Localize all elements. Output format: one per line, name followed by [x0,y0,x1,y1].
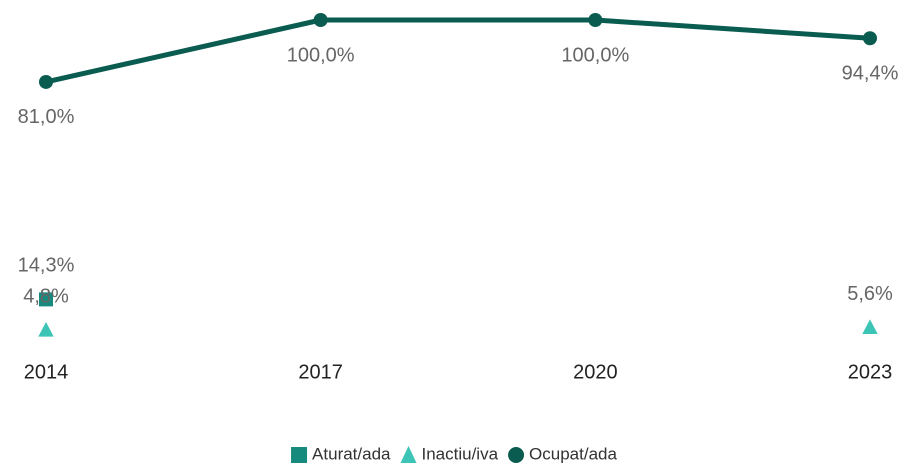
legend-marker [400,446,417,463]
legend-label: Inactiu/iva [422,444,499,463]
legend-marker [291,447,308,463]
data-label: 100,0% [561,44,629,66]
legend-label: Aturat/ada [312,444,391,463]
legend: Aturat/ada Inactiu/iva Ocupat/ada [291,444,617,463]
x-tick-label: 2014 [24,361,69,383]
series-line [45,17,871,85]
marker-circle [863,31,877,46]
legend-marker [508,447,525,463]
data-label: 4,8% [23,286,69,308]
legend-label: Ocupat/ada [529,444,617,463]
marker-triangle [38,321,54,337]
marker-circle [313,13,328,27]
x-tick-label: 2017 [298,361,343,383]
data-label: 14,3% [18,255,75,277]
data-label: 81,0% [18,106,75,128]
data-label: 94,4% [842,63,899,85]
marker-circle [588,13,603,27]
data-label: 5,6% [847,283,893,305]
data-label: 100,0% [287,44,355,66]
x-tick-label: 2020 [573,361,618,383]
x-tick-label: 2023 [848,361,893,383]
marker-square [39,292,53,307]
marker-triangle [862,319,878,335]
marker-circle [39,74,53,89]
